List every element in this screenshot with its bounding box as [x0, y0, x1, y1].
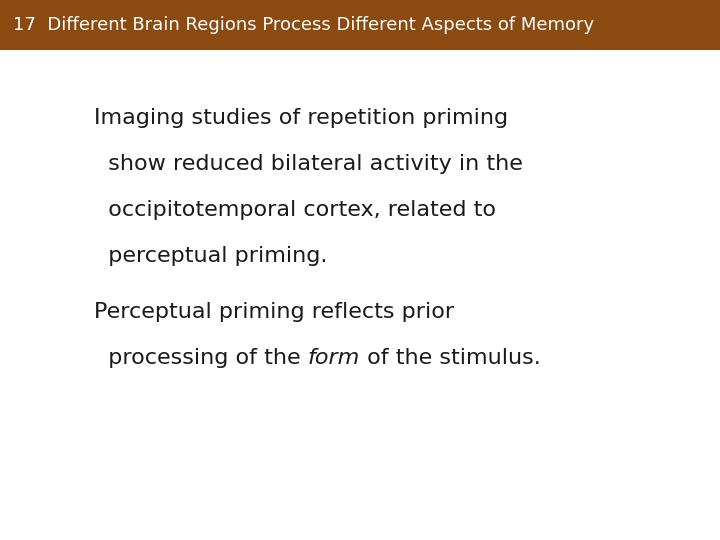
Bar — [0, 0, 720, 50]
Text: Perceptual priming reflects prior: Perceptual priming reflects prior — [94, 302, 454, 322]
Text: Imaging studies of repetition priming: Imaging studies of repetition priming — [94, 108, 508, 128]
Text: form: form — [307, 348, 359, 368]
Text: 17  Different Brain Regions Process Different Aspects of Memory: 17 Different Brain Regions Process Diffe… — [13, 16, 594, 34]
Text: occipitotemporal cortex, related to: occipitotemporal cortex, related to — [94, 200, 495, 220]
Text: show reduced bilateral activity in the: show reduced bilateral activity in the — [94, 154, 523, 174]
Text: processing of the: processing of the — [94, 348, 307, 368]
Text: of the stimulus.: of the stimulus. — [359, 348, 540, 368]
Text: perceptual priming.: perceptual priming. — [94, 246, 327, 266]
